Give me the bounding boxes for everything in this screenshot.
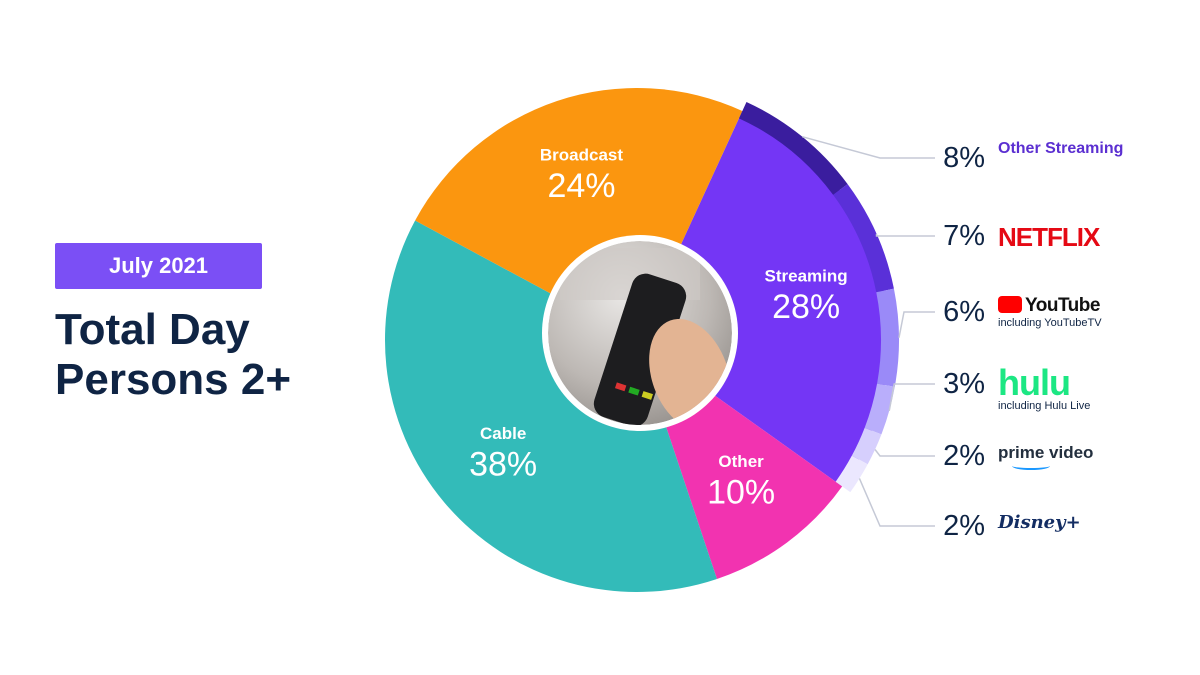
slice-value: 24% [547,167,615,205]
connector [874,449,935,457]
remote-button [628,386,640,396]
legend-value: 3% [943,368,985,400]
legend-name: NETFLIX [998,222,1100,252]
legend-entry: prime video [998,444,1093,470]
legend-name: Disney+ [998,512,1081,533]
legend-value: 7% [943,220,985,252]
date-badge: July 2021 [55,243,262,289]
center-photo [542,235,738,431]
legend-name: prime video [998,443,1094,462]
slice-name: Cable [480,424,526,443]
legend-note: including YouTubeTV [998,317,1102,329]
legend-name: Other Streaming [998,140,1124,157]
breakdown-segment [851,427,882,465]
slice-value: 10% [707,474,775,512]
remote-button [641,391,653,400]
legend-value: 8% [943,142,985,174]
legend-value: 6% [943,296,985,328]
legend-entry: Other Streaming [998,140,1123,158]
pie-slice [637,111,890,487]
slice-name: Other [718,452,764,471]
connector [875,233,935,237]
title: Total Day Persons 2+ [55,305,291,405]
breakdown-segment [835,455,868,493]
youtube-icon [998,296,1022,313]
connector [898,311,935,338]
connector [858,478,935,527]
legend-note: including Hulu Live [998,400,1091,412]
breakdown-segment [876,288,899,387]
legend-value: 2% [943,510,985,542]
slice-name: Streaming [765,266,848,285]
connector [802,135,935,159]
slice-value: 38% [469,446,537,484]
connector [888,383,935,412]
slice-name: Broadcast [540,146,623,165]
legend-name: YouTube [1025,295,1100,316]
breakdown-segment [738,101,848,195]
title-line: Total Day [55,305,250,354]
legend-name: hulu [998,362,1071,403]
legend-entry: NETFLIX [998,222,1100,252]
slice-value: 28% [772,288,840,326]
pie-slice [385,220,717,592]
legend-entry: YouTube including YouTubeTV [998,296,1102,329]
legend-value: 2% [943,440,985,472]
breakdown-segment [864,383,895,435]
prime-smile [1012,462,1050,470]
remote-button [614,382,627,392]
pie-labels: Streaming 28% Other 10% Cable 38% Broadcast 24% [469,146,848,512]
legend-entry: Disney+ [998,514,1081,532]
title-line: Persons 2+ [55,355,292,404]
legend-entry: hulu including Hulu Live [998,362,1091,412]
breakdown-segment [833,184,894,293]
